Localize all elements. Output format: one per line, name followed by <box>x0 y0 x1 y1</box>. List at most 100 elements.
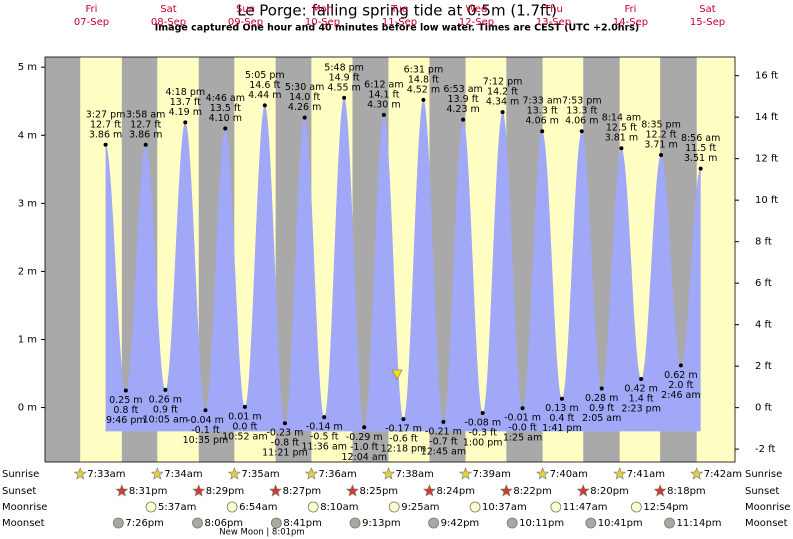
tide-label: 3.86 m <box>129 129 162 140</box>
sunrise-time: 7:33am <box>87 469 125 480</box>
y2-tick-label: 2 ft <box>755 361 772 372</box>
tide-label: 7:53 pm <box>562 96 602 107</box>
tide-label: 4.06 m <box>565 116 598 127</box>
tide-label: 12:18 pm <box>381 444 427 455</box>
tide-label: -0.0 ft <box>508 423 537 434</box>
tide-point <box>103 142 108 147</box>
sunrise-icon <box>382 467 395 480</box>
day-weekday: Fri <box>625 4 637 15</box>
tide-label: 12.2 ft <box>645 130 676 141</box>
sunrise-icon <box>613 467 627 480</box>
tide-label: -0.14 m <box>306 422 343 433</box>
moonset-icon <box>270 517 282 529</box>
moonset-icon <box>506 517 518 529</box>
y2-tick-label: 10 ft <box>755 195 778 206</box>
y-tick-label: 0 m <box>18 403 37 414</box>
sunset-time: 8:31pm <box>129 486 168 497</box>
tide-label: 1:41 pm <box>542 423 582 434</box>
tide-point <box>599 386 604 391</box>
sunset-time: 8:22pm <box>513 486 552 497</box>
day-weekday: Fri <box>86 4 98 15</box>
tide-label: 4.55 m <box>327 82 360 93</box>
tide-label: 0.26 m <box>149 394 182 405</box>
tide-label: 0.01 m <box>228 411 261 422</box>
sunrise-time: 7:35am <box>241 469 279 480</box>
moonset-time: 10:11pm <box>519 518 564 529</box>
daylight-band <box>696 57 735 462</box>
y2-tick-label: 14 ft <box>755 112 778 123</box>
y2-tick-label: 6 ft <box>755 278 772 289</box>
tide-label: 4:18 pm <box>165 87 205 98</box>
tide-label: 2:23 pm <box>621 403 661 414</box>
day-weekday: Wed <box>466 4 488 15</box>
moonset-time: 11:14pm <box>677 518 722 529</box>
sunset-icon <box>346 484 359 497</box>
tide-point <box>183 120 188 125</box>
sunrise-time: 7:40am <box>550 469 588 480</box>
tide-label: 10:35 pm <box>183 435 229 446</box>
chart-title: Le Porge: falling spring tide at 0.5m (1… <box>237 2 557 20</box>
moonset-icon <box>428 517 440 529</box>
tide-label: 0.8 ft <box>113 405 138 416</box>
tide-label: 2:46 am <box>661 390 700 401</box>
moonrise-time: 9:25am <box>401 502 439 513</box>
y2-tick-label: -2 ft <box>755 444 775 455</box>
tide-label: 12.7 ft <box>130 119 161 130</box>
tide-label: 2.0 ft <box>668 380 693 391</box>
y-tick-label: 4 m <box>18 130 37 141</box>
tide-label: 4.52 m <box>407 84 440 95</box>
tide-label: 0.9 ft <box>153 404 178 415</box>
tide-point <box>500 110 505 115</box>
day-weekday: Mon <box>312 4 333 15</box>
moonset-time: 8:41pm <box>283 518 322 529</box>
tide-label: 6:12 am <box>364 79 403 90</box>
tide-label: 8:56 am <box>681 133 720 144</box>
moonrise-icon <box>226 501 238 513</box>
moonset-time: 9:42pm <box>441 518 480 529</box>
tide-label: 7:33 am <box>523 96 562 107</box>
tide-point <box>698 166 703 171</box>
tide-point <box>461 117 466 122</box>
tide-label: 12.5 ft <box>606 123 637 134</box>
tide-label: 2:05 am <box>582 413 621 424</box>
sunset-icon <box>115 484 129 497</box>
tide-label: 8:35 pm <box>641 120 681 131</box>
day-date: 12-Sep <box>459 17 494 28</box>
sunrise-icon <box>690 467 704 480</box>
sunrise-icon <box>304 467 318 480</box>
tide-point <box>540 129 545 134</box>
sunset-time: 8:25pm <box>360 486 399 497</box>
moonset-time: 8:06pm <box>204 518 243 529</box>
moonrise-time: 12:54pm <box>643 502 688 513</box>
moonrise-icon <box>469 501 481 513</box>
row-label-left: Moonset <box>2 518 45 529</box>
tide-label: 1:25 am <box>503 433 542 444</box>
tide-label: 13.9 ft <box>448 94 479 105</box>
tide-label: 12.7 ft <box>90 119 121 130</box>
y-tick-label: 3 m <box>18 198 37 209</box>
tide-point <box>401 417 406 422</box>
tide-point <box>619 146 624 151</box>
row-label-right: Sunrise <box>745 469 782 480</box>
tide-label: 10:05 am <box>143 414 188 425</box>
sunset-icon <box>499 484 513 497</box>
sunset-time: 8:18pm <box>667 486 706 497</box>
tide-label: 0.62 m <box>664 370 697 381</box>
moonrise-time: 10:37am <box>482 502 527 513</box>
tide-label: 3:58 am <box>126 109 165 120</box>
moonset-time: 10:41pm <box>598 518 643 529</box>
tide-label: 4.19 m <box>169 107 202 118</box>
tide-label: 4.34 m <box>486 97 519 108</box>
tide-label: 7:12 pm <box>483 77 523 88</box>
tide-point <box>441 419 446 424</box>
tide-label: 11:21 pm <box>262 448 308 459</box>
moonrise-time: 8:10am <box>320 502 358 513</box>
tide-label: 1.4 ft <box>629 393 654 404</box>
tide-label: -0.6 ft <box>389 434 418 445</box>
tide-area <box>105 97 701 432</box>
sunrise-icon <box>459 467 473 480</box>
tide-label: 4.06 m <box>526 116 559 127</box>
tide-label: -0.23 m <box>266 428 303 439</box>
tide-label: 11.5 ft <box>685 143 716 154</box>
tide-point <box>659 153 664 158</box>
